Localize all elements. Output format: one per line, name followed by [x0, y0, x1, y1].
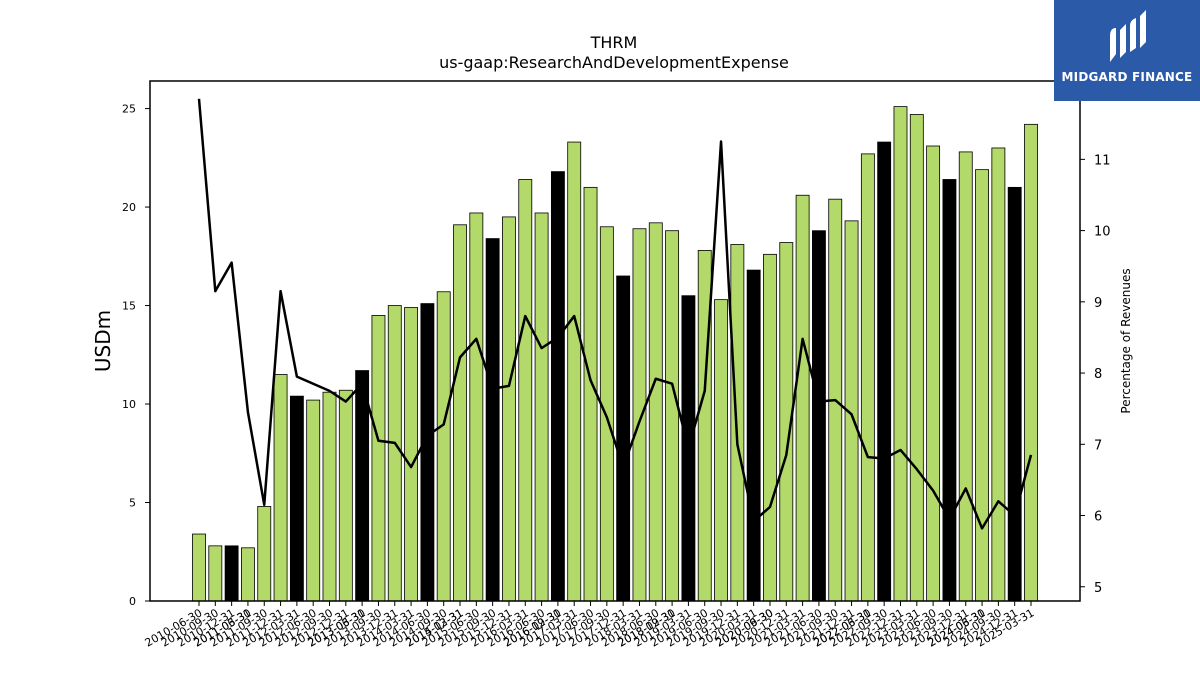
y-tick-label: 5 [129, 497, 136, 510]
bar [860, 153, 875, 602]
bar [257, 506, 272, 602]
y-tick-label: 10 [122, 398, 136, 411]
bar [616, 275, 631, 602]
bar [436, 291, 451, 602]
bar [534, 212, 549, 602]
y-axis-label: USDm [91, 310, 115, 372]
y2-tick-label: 8 [1094, 367, 1102, 382]
y-tick-label: 15 [122, 300, 136, 313]
bar [991, 147, 1006, 602]
bar [632, 228, 647, 602]
y-tick-label: 0 [129, 595, 136, 608]
chart-title: THRM [590, 33, 638, 52]
bar [550, 171, 565, 602]
chart-subtitle: us-gaap:ResearchAndDevelopmentExpense [439, 53, 789, 72]
y2-tick-label: 9 [1094, 296, 1102, 311]
bar [567, 141, 582, 602]
bar [289, 395, 304, 602]
brand-logo: MIDGARD FINANCE [1054, 0, 1200, 101]
bar [648, 222, 663, 602]
bar [355, 370, 370, 602]
bar [877, 141, 892, 602]
bar [1024, 123, 1038, 602]
bar [746, 269, 761, 602]
y2-tick-label: 5 [1094, 581, 1102, 596]
bar [387, 305, 402, 602]
bar [420, 303, 435, 602]
bar [763, 253, 777, 602]
bar [909, 114, 924, 602]
bar [453, 224, 467, 602]
bar [404, 307, 418, 602]
pct-of-revenue-line [197, 98, 1033, 530]
bar [192, 533, 206, 602]
bar [273, 374, 288, 602]
bar [599, 226, 614, 602]
bar [338, 389, 353, 602]
bar [241, 547, 255, 602]
y2-tick-label: 7 [1094, 438, 1102, 453]
bar [893, 106, 908, 602]
y-tick-label: 20 [122, 201, 136, 214]
y2-tick-label: 11 [1094, 153, 1111, 168]
bar [942, 179, 957, 602]
logo-text: MIDGARD FINANCE [1061, 70, 1193, 84]
bar [1007, 186, 1022, 602]
bar [583, 186, 598, 602]
y2-axis-label: Percentage of Revenues [1119, 268, 1133, 413]
bar [795, 194, 810, 602]
bar [926, 145, 941, 602]
bar [502, 216, 516, 602]
bar [812, 230, 826, 602]
y2-tick-label: 10 [1094, 225, 1111, 240]
bar [322, 391, 337, 602]
bar [469, 212, 484, 602]
bar [208, 545, 223, 602]
y2-tick-label: 6 [1094, 510, 1102, 525]
midgard-logo-icon [1110, 10, 1146, 62]
bar [306, 399, 321, 602]
bar [665, 230, 680, 602]
bar [371, 314, 386, 602]
bar [518, 179, 533, 602]
y-tick-label: 25 [122, 103, 136, 116]
bar [714, 299, 728, 602]
bar [224, 545, 239, 602]
bar [975, 169, 989, 602]
plot-frame [149, 80, 1081, 602]
bar [958, 151, 973, 602]
bar [485, 238, 500, 602]
